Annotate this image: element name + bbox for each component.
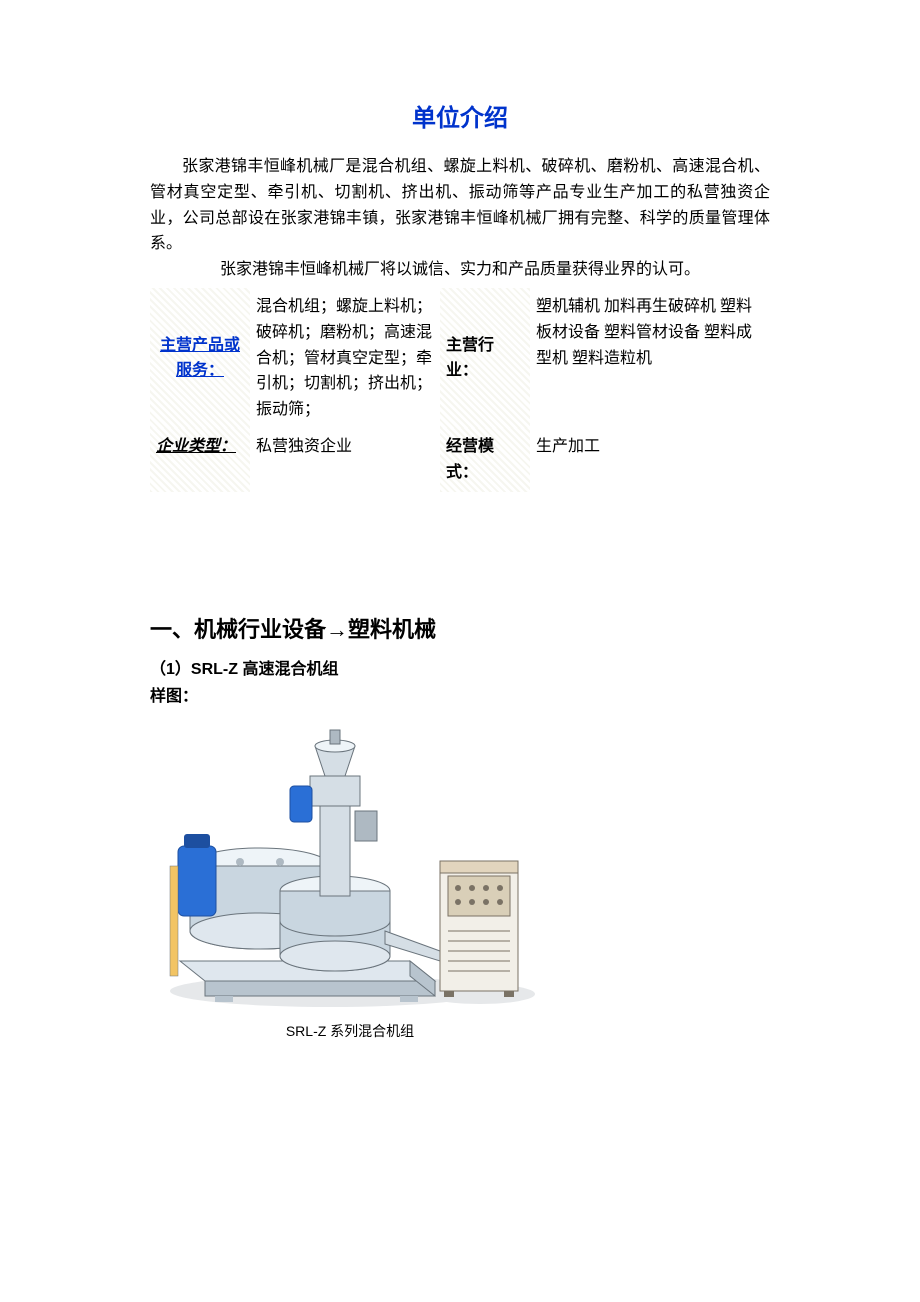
company-info-table: 主营产品或服务： 混合机组；螺旋上料机；破碎机；磨粉机；高速混合机；管材真空定型… (150, 288, 770, 491)
item-name: 高速混合机组 (238, 661, 338, 678)
figure-caption: SRL-Z 系列混合机组 (160, 1020, 540, 1042)
cell-mode-value: 生产加工 (530, 428, 770, 491)
machine-figure: SRL-Z 系列混合机组 (160, 716, 540, 1042)
cell-mode-label: 经营模式： (440, 428, 530, 491)
cell-industry-label: 主营行业： (440, 288, 530, 428)
cell-type-label: 企业类型： (150, 428, 250, 491)
cell-industry-value: 塑机辅机 加料再生破碎机 塑料板材设备 塑料管材设备 塑料成型机 塑料造粒机 (530, 288, 770, 428)
product-item-1: （1）SRL-Z 高速混合机组 (150, 657, 770, 683)
item-paren: （1） (150, 661, 191, 678)
business-mode-label: 经营模式： (446, 438, 494, 481)
machine-illustration (160, 716, 540, 1016)
table-row: 企业类型： 私营独资企业 经营模式： 生产加工 (150, 428, 770, 491)
item-code: SRL-Z (191, 661, 238, 678)
industry-label: 主营行业： (446, 337, 494, 380)
sample-image-label: 样图： (150, 684, 770, 710)
page-title: 单位介绍 (150, 100, 770, 138)
cell-products-value: 混合机组；螺旋上料机；破碎机；磨粉机；高速混合机；管材真空定型；牵引机；切割机；… (250, 288, 440, 428)
products-label[interactable]: 主营产品或服务： (160, 337, 240, 380)
cell-products-label: 主营产品或服务： (150, 288, 250, 428)
table-row: 主营产品或服务： 混合机组；螺旋上料机；破碎机；磨粉机；高速混合机；管材真空定型… (150, 288, 770, 428)
intro-paragraph-2: 张家港锦丰恒峰机械厂将以诚信、实力和产品质量获得业界的认可。 (150, 257, 770, 283)
enterprise-type-label: 企业类型： (156, 438, 236, 455)
intro-paragraph-1: 张家港锦丰恒峰机械厂是混合机组、螺旋上料机、破碎机、磨粉机、高速混合机、管材真空… (150, 154, 770, 256)
section-heading: 一、机械行业设备→塑料机械 (150, 612, 770, 647)
cell-type-value: 私营独资企业 (250, 428, 440, 491)
